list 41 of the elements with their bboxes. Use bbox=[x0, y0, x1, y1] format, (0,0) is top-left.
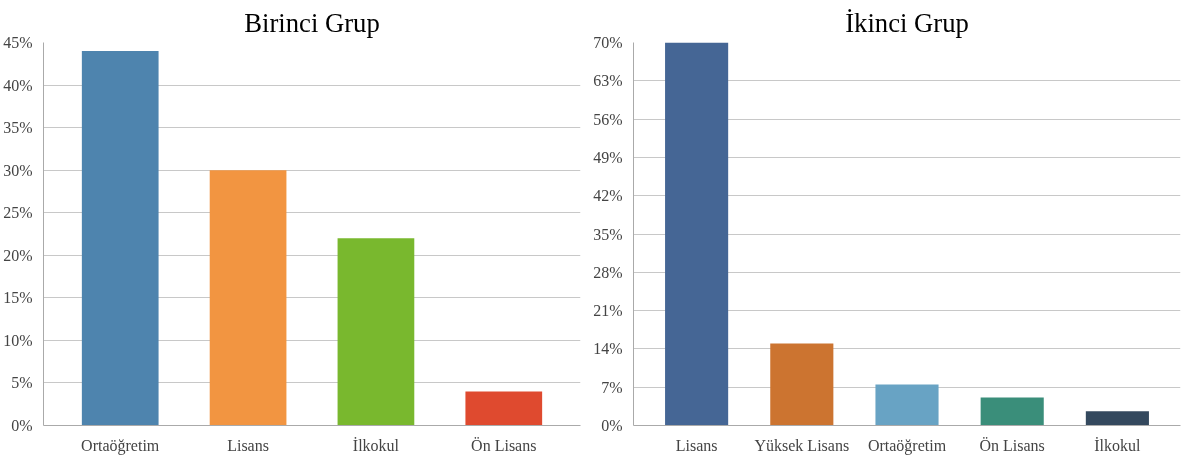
bar bbox=[770, 343, 834, 426]
y-tick-label: 40% bbox=[3, 76, 33, 94]
y-tick-label: 30% bbox=[3, 161, 33, 179]
y-tick-label: 21% bbox=[593, 302, 623, 320]
y-tick-label: 63% bbox=[593, 72, 623, 90]
y-tick-label: 7% bbox=[601, 378, 623, 396]
bar bbox=[465, 391, 543, 426]
x-tick-label: Ön Lisans bbox=[979, 436, 1045, 454]
x-tick-label: Lisans bbox=[675, 436, 718, 454]
x-tick-label: İlkokul bbox=[352, 436, 400, 454]
y-tick-label: 0% bbox=[601, 417, 623, 434]
y-tick-label: 70% bbox=[593, 34, 623, 51]
y-tick-label: 15% bbox=[3, 289, 33, 307]
y-tick-label: 28% bbox=[593, 263, 623, 281]
bar bbox=[81, 51, 159, 426]
y-tick-label: 5% bbox=[11, 374, 33, 392]
x-tick-label: Yüksek Lisans bbox=[754, 436, 850, 454]
bar bbox=[1085, 411, 1149, 426]
y-tick-label: 42% bbox=[593, 187, 623, 205]
x-tick-label: Lisans bbox=[227, 436, 269, 454]
bar bbox=[209, 170, 287, 426]
bar bbox=[337, 238, 415, 426]
y-tick-label: 49% bbox=[593, 148, 623, 166]
chart-title: İkinci Grup bbox=[845, 7, 969, 38]
bar bbox=[665, 42, 729, 426]
x-tick-label: Ortaöğretim bbox=[867, 436, 947, 455]
y-tick-label: 25% bbox=[3, 204, 33, 222]
chart-title: Birinci Grup bbox=[244, 7, 380, 38]
y-tick-label: 10% bbox=[3, 331, 33, 349]
y-tick-label: 35% bbox=[3, 119, 33, 137]
bar bbox=[980, 397, 1044, 426]
bar bbox=[875, 384, 939, 426]
y-tick-label: 20% bbox=[3, 246, 33, 264]
y-tick-label: 0% bbox=[11, 417, 33, 434]
x-tick-label: Ön Lisans bbox=[471, 436, 537, 454]
y-tick-label: 45% bbox=[3, 34, 33, 51]
x-tick-label: Ortaöğretim bbox=[81, 436, 160, 455]
x-tick-label: İlkokul bbox=[1094, 436, 1142, 454]
y-tick-label: 14% bbox=[593, 340, 623, 358]
y-tick-label: 56% bbox=[593, 110, 623, 128]
y-tick-label: 35% bbox=[593, 225, 623, 243]
